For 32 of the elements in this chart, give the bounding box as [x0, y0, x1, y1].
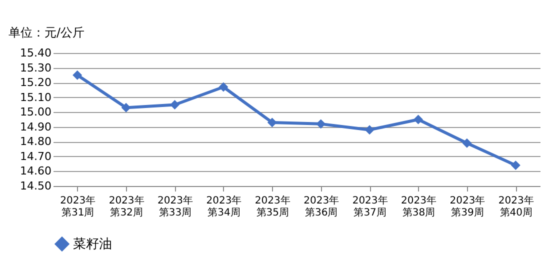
x-tick-label: 2023年第37周: [352, 194, 388, 218]
y-tick-label: 15.40: [20, 46, 52, 60]
legend-label: 菜籽油: [73, 237, 112, 252]
point: [121, 102, 131, 112]
point: [510, 160, 520, 170]
y-tick-label: 14.70: [20, 150, 52, 163]
y-axis-title: 单位：元/公斤: [8, 26, 85, 40]
x-tick-label: 2023年第33周: [158, 194, 193, 218]
point: [72, 70, 82, 80]
x-tick-label: 2023年第35周: [254, 194, 290, 218]
y-tick-label: 15.10: [20, 90, 52, 104]
x-tick-label: 2023年第38周: [401, 194, 436, 218]
y-tick-label: 14.80: [20, 135, 52, 148]
x-tick-label: 2023年第36周: [304, 194, 340, 218]
point: [462, 138, 472, 148]
y-tick-label: 14.50: [20, 180, 52, 192]
point: [267, 118, 277, 128]
x-tick-label: 2023年第40周: [498, 194, 534, 218]
y-tick-label: 14.90: [20, 120, 52, 134]
point: [316, 119, 326, 129]
y-tick-label: 14.60: [20, 164, 52, 178]
x-tick-label: 2023年第34周: [206, 194, 242, 218]
point: [218, 82, 228, 92]
x-tick-label: 2023年第31周: [60, 194, 96, 218]
x-tick-label: 2023年第39周: [450, 194, 486, 218]
x-tick-label: 2023年第32周: [108, 194, 144, 218]
point: [364, 125, 374, 135]
point: [414, 114, 423, 124]
y-tick-label: 15.30: [20, 61, 52, 74]
y-tick-label: 15.20: [20, 76, 52, 90]
point: [170, 100, 180, 110]
y-tick-label: 15.00: [20, 106, 52, 119]
